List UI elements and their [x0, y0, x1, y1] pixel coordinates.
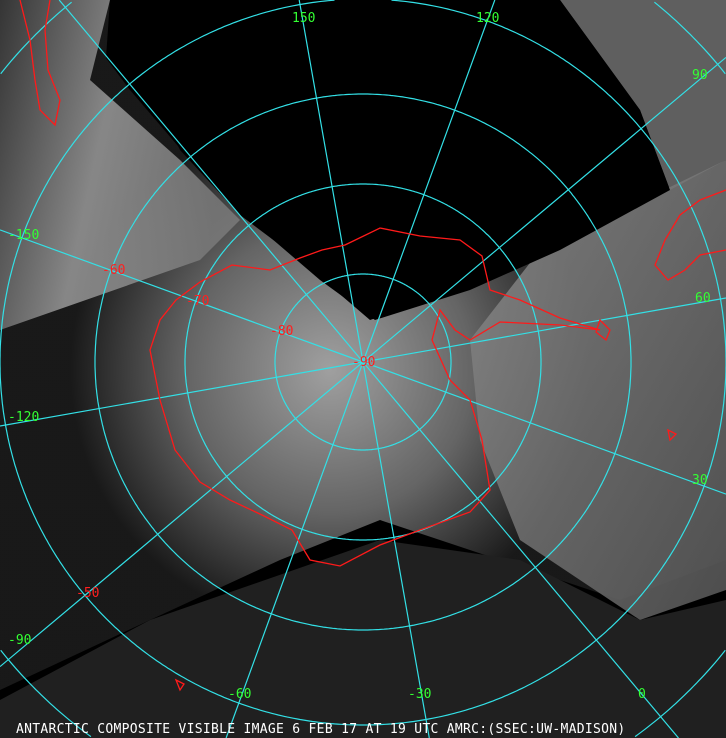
longitude-line	[0, 361, 364, 427]
lon-label-minus120: -120	[8, 410, 40, 425]
lon-label-minus150: -150	[8, 228, 40, 243]
lon-label-minus60: -60	[228, 687, 252, 702]
lon-label-0: 0	[638, 687, 646, 702]
lat-label-minus80: -80	[270, 324, 294, 339]
lat-label-minus60: -60	[102, 263, 126, 278]
africa-coastline	[654, 189, 726, 281]
south-america-coastline	[19, 0, 61, 127]
longitude-line	[362, 361, 430, 738]
lon-label-90: 90	[692, 68, 708, 83]
latitude-circle	[184, 183, 542, 541]
lon-label-150: 150	[292, 11, 316, 26]
longitude-line	[362, 56, 726, 363]
imagery-top-left	[0, 0, 240, 330]
longitude-line	[362, 0, 496, 363]
longitude-line	[225, 361, 364, 738]
lon-label-minus90: -90	[8, 633, 32, 648]
imagery-top-right	[560, 0, 726, 190]
lon-label-30: 30	[692, 473, 708, 488]
latitude-circle	[274, 273, 452, 451]
longitude-line	[362, 361, 679, 738]
longitude-line	[0, 361, 364, 668]
antarctica-coastline	[149, 227, 601, 567]
latitude-circle	[94, 93, 632, 631]
lon-label-120: 120	[476, 11, 500, 26]
lon-label-60: 60	[695, 291, 711, 306]
longitude-line	[362, 297, 726, 363]
longitude-line	[58, 0, 364, 363]
image-caption: ANTARCTIC COMPOSITE VISIBLE IMAGE 6 FEB …	[16, 722, 626, 737]
lon-label-minus30: -30	[408, 687, 432, 702]
lat-label-minus90: -90	[352, 355, 376, 370]
longitude-line	[298, 0, 364, 363]
island-coastline	[174, 318, 678, 692]
lat-label-minus70: -70	[186, 294, 210, 309]
lat-label-minus50: -50	[76, 586, 100, 601]
longitude-line	[362, 361, 726, 495]
no-data-wedge	[106, 0, 670, 320]
imagery-right	[470, 160, 726, 620]
